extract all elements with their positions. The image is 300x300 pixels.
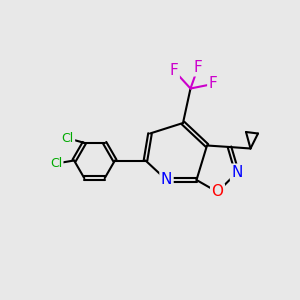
Text: N: N (161, 172, 172, 188)
Text: O: O (212, 184, 224, 200)
Text: F: F (169, 63, 178, 78)
Text: F: F (208, 76, 217, 92)
Text: F: F (194, 60, 202, 75)
Text: Cl: Cl (50, 157, 62, 170)
Text: N: N (231, 165, 243, 180)
Text: Cl: Cl (62, 132, 74, 145)
